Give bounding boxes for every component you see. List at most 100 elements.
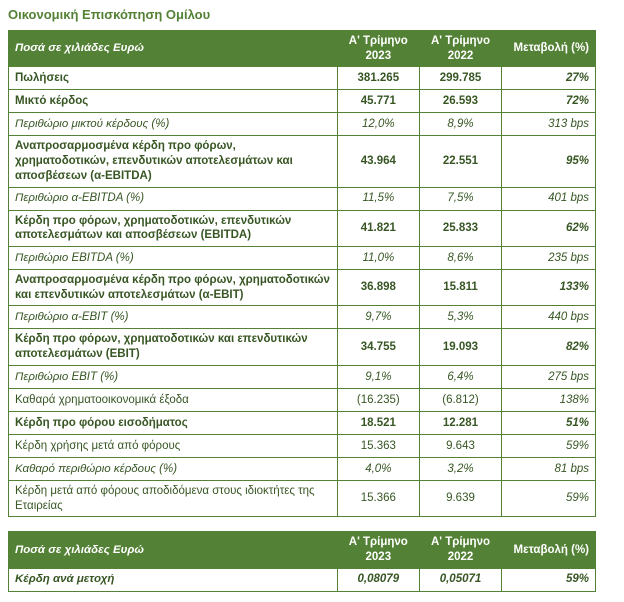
- header-row: Ποσά σε χιλιάδες Ευρώ Α' Τρίμηνο 2023 Α' Τ…: [8, 531, 596, 569]
- metric-label: Πωλήσεις: [8, 66, 338, 91]
- value-change: 51%: [501, 410, 596, 435]
- value-q1-2022: 12.281: [418, 410, 503, 435]
- table-row: Πωλήσεις 381.265 299.785 27%: [8, 66, 596, 91]
- value-q1-2023: 45.771: [336, 89, 420, 114]
- value-q1-2022: 15.811: [418, 269, 503, 307]
- value-q1-2023: 0,08079: [336, 567, 420, 592]
- value-change: 401 bps: [501, 186, 596, 211]
- metric-label: Καθαρά χρηματοοικονομικά έξοδα: [8, 387, 338, 412]
- value-q1-2022: 22.551: [418, 135, 503, 188]
- value-q1-2023: 12,0%: [336, 112, 420, 137]
- metric-label: Κέρδη ανά μετοχή: [8, 567, 338, 592]
- value-change: 235 bps: [501, 246, 596, 271]
- group-financials-body: Πωλήσεις 381.265 299.785 27% Μικτό κέρδος 45.…: [8, 66, 596, 518]
- table-row: Κέρδη μετά από φόρους αποδιδόμενα στους …: [8, 479, 596, 518]
- value-q1-2023: 4,0%: [336, 456, 420, 481]
- group-financials-table: Ποσά σε χιλιάδες Ευρώ Α' Τρίμηνο 2023 Α' Τ…: [8, 29, 596, 518]
- metric-label: Κέρδη προ φόρου εισοδήματος: [8, 410, 338, 435]
- amounts-unit-header: Ποσά σε χιλιάδες Ευρώ: [8, 531, 338, 569]
- metric-label: Περιθώριο α-EBIT (%): [8, 305, 338, 330]
- table-row: Αναπροσαρμοσμένα κέρδη προ φόρων, χρηματ…: [8, 269, 596, 307]
- earnings-per-share-body: Κέρδη ανά μετοχή 0,08079 0,05071 59%: [8, 567, 596, 592]
- value-q1-2023: 41.821: [336, 209, 420, 248]
- q1-2023-column-header: Α' Τρίμηνο 2023: [336, 29, 420, 68]
- value-q1-2022: 6,4%: [418, 364, 503, 389]
- earnings-per-share-header: Ποσά σε χιλιάδες Ευρώ Α' Τρίμηνο 2023 Α' Τ…: [8, 531, 596, 569]
- value-q1-2023: 34.755: [336, 328, 420, 366]
- metric-label: Αναπροσαρμοσμένα κέρδη προ φόρων, χρηματ…: [8, 269, 338, 307]
- value-change: 81 bps: [501, 456, 596, 481]
- value-q1-2022: 0,05071: [418, 567, 503, 592]
- q1-2022-column-header: Α' Τρίμηνο 2022: [418, 531, 503, 569]
- table-row: Κέρδη χρήσης μετά από φόρους 15.363 9.643 5…: [8, 433, 596, 458]
- value-q1-2022: 9.643: [418, 433, 503, 458]
- value-q1-2022: 8,6%: [418, 246, 503, 271]
- value-change: 59%: [501, 479, 596, 518]
- table-row: Περιθώριο μικτού κέρδους (%) 12,0% 8,9% 313…: [8, 112, 596, 137]
- header-row: Ποσά σε χιλιάδες Ευρώ Α' Τρίμηνο 2023 Α' Τ…: [8, 29, 596, 68]
- value-q1-2023: 11,5%: [336, 186, 420, 211]
- table-row: Καθαρά χρηματοοικονομικά έξοδα (16.235) (6…: [8, 387, 596, 412]
- page-title: Οικονομική Επισκόπηση Ομίλου: [8, 7, 211, 22]
- table-row: Περιθώριο EBIT (%) 9,1% 6,4% 275 bps: [8, 364, 596, 389]
- metric-label: Περιθώριο EBITDA (%): [8, 246, 338, 271]
- q1-2023-column-header: Α' Τρίμηνο 2023: [336, 531, 420, 569]
- change-column-header: Μεταβολή (%): [501, 29, 596, 68]
- metric-label: Κέρδη μετά από φόρους αποδιδόμενα στους …: [8, 479, 338, 518]
- value-q1-2022: 25.833: [418, 209, 503, 248]
- value-q1-2023: 15.366: [336, 479, 420, 518]
- value-q1-2022: 9.639: [418, 479, 503, 518]
- value-q1-2022: (6.812): [418, 387, 503, 412]
- metric-label: Περιθώριο α-EBITDA (%): [8, 186, 338, 211]
- table-row: Μικτό κέρδος 45.771 26.593 72%: [8, 89, 596, 114]
- metric-label: Μικτό κέρδος: [8, 89, 338, 114]
- value-change: 59%: [501, 567, 596, 592]
- value-change: 59%: [501, 433, 596, 458]
- table-row: Περιθώριο EBITDA (%) 11,0% 8,6% 235 bps: [8, 246, 596, 271]
- table-row: Αναπροσαρμοσμένα κέρδη προ φόρων, χρηματ…: [8, 135, 596, 188]
- value-change: 138%: [501, 387, 596, 412]
- change-column-header: Μεταβολή (%): [501, 531, 596, 569]
- value-q1-2023: (16.235): [336, 387, 420, 412]
- metric-label: Περιθώριο EBIT (%): [8, 364, 338, 389]
- value-q1-2022: 8,9%: [418, 112, 503, 137]
- value-q1-2023: 15.363: [336, 433, 420, 458]
- value-q1-2022: 7,5%: [418, 186, 503, 211]
- value-change: 133%: [501, 269, 596, 307]
- value-q1-2023: 36.898: [336, 269, 420, 307]
- value-change: 72%: [501, 89, 596, 114]
- value-change: 313 bps: [501, 112, 596, 137]
- table-row: Κέρδη προ φόρων, χρηματοδοτικών, επενδυτ…: [8, 209, 596, 248]
- value-change: 440 bps: [501, 305, 596, 330]
- value-q1-2023: 9,7%: [336, 305, 420, 330]
- table-row: Καθαρό περιθώριο κέρδους (%) 4,0% 3,2% 81 b…: [8, 456, 596, 481]
- table-row: Κέρδη ανά μετοχή 0,08079 0,05071 59%: [8, 567, 596, 592]
- table-row: Κέρδη προ φόρων, χρηματοδοτικών και επεν…: [8, 328, 596, 366]
- value-change: 27%: [501, 66, 596, 91]
- value-q1-2022: 26.593: [418, 89, 503, 114]
- value-q1-2023: 43.964: [336, 135, 420, 188]
- table-row: Κέρδη προ φόρου εισοδήματος 18.521 12.281 5…: [8, 410, 596, 435]
- metric-label: Αναπροσαρμοσμένα κέρδη προ φόρων, χρηματ…: [8, 135, 338, 188]
- metric-label: Περιθώριο μικτού κέρδους (%): [8, 112, 338, 137]
- value-change: 62%: [501, 209, 596, 248]
- metric-label: Καθαρό περιθώριο κέρδους (%): [8, 456, 338, 481]
- value-q1-2022: 3,2%: [418, 456, 503, 481]
- value-q1-2022: 19.093: [418, 328, 503, 366]
- amounts-unit-header: Ποσά σε χιλιάδες Ευρώ: [8, 29, 338, 68]
- value-change: 82%: [501, 328, 596, 366]
- table-row: Περιθώριο α-EBITDA (%) 11,5% 7,5% 401 bps: [8, 186, 596, 211]
- metric-label: Κέρδη προ φόρων, χρηματοδοτικών, επενδυτ…: [8, 209, 338, 248]
- value-q1-2022: 299.785: [418, 66, 503, 91]
- value-q1-2022: 5,3%: [418, 305, 503, 330]
- value-q1-2023: 11,0%: [336, 246, 420, 271]
- value-q1-2023: 381.265: [336, 66, 420, 91]
- earnings-per-share-table: Ποσά σε χιλιάδες Ευρώ Α' Τρίμηνο 2023 Α' Τ…: [8, 531, 596, 592]
- group-financials-header: Ποσά σε χιλιάδες Ευρώ Α' Τρίμηνο 2023 Α' Τ…: [8, 29, 596, 68]
- table-row: Περιθώριο α-EBIT (%) 9,7% 5,3% 440 bps: [8, 305, 596, 330]
- metric-label: Κέρδη χρήσης μετά από φόρους: [8, 433, 338, 458]
- metric-label: Κέρδη προ φόρων, χρηματοδοτικών και επεν…: [8, 328, 338, 366]
- q1-2022-column-header: Α' Τρίμηνο 2022: [418, 29, 503, 68]
- value-q1-2023: 18.521: [336, 410, 420, 435]
